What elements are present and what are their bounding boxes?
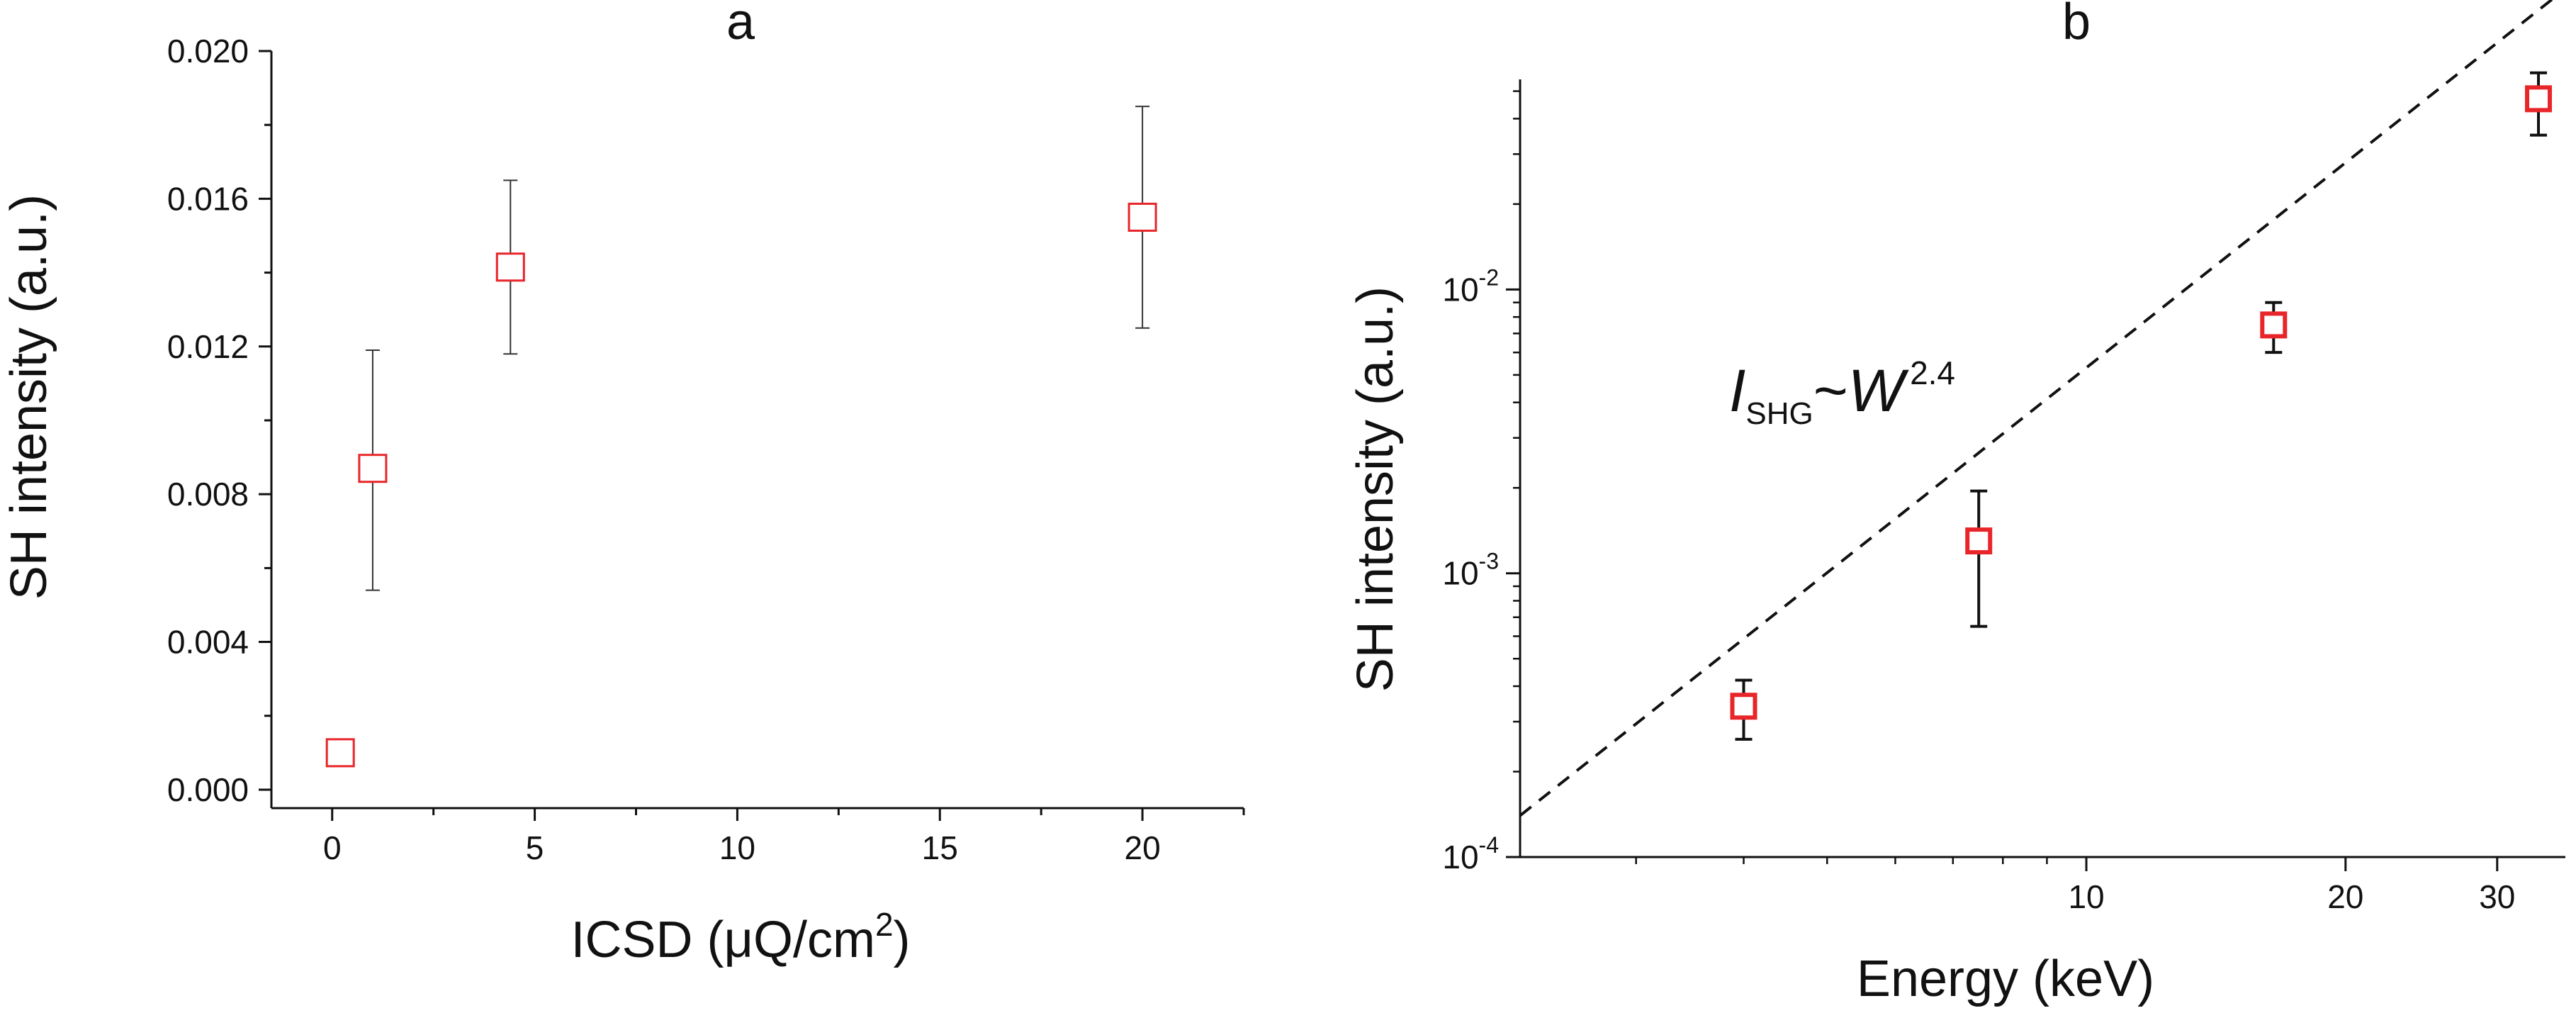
panel-a-y-ticks: 0.000 0.004 0.008 0.012 0.016 0.020 bbox=[167, 33, 271, 808]
panel-b-data-point bbox=[2260, 311, 2288, 339]
panel-a-data-points bbox=[325, 106, 1157, 768]
panel-b-data-point bbox=[2525, 85, 2553, 113]
panel-b-fit-line bbox=[1519, 0, 2554, 817]
panel-b-data-point bbox=[1965, 527, 1993, 555]
panel-a-x-axis-label: ICSD (μQ/cm2) bbox=[570, 906, 910, 968]
panel-a-x-axis-label-sup: 2 bbox=[875, 906, 894, 943]
panel-b-y-axis-label: SH intensity (a.u.) bbox=[1347, 286, 1404, 692]
panel-a-y-tick-label: 0.016 bbox=[167, 180, 249, 217]
panel-a-x-ticks: 0 5 10 15 20 bbox=[323, 808, 1245, 866]
panel-a-data-point bbox=[1127, 202, 1157, 232]
panel-b-x-tick-label: 20 bbox=[2327, 878, 2363, 915]
panel-b-data-points bbox=[1730, 71, 2553, 741]
panel-a-x-tick-label: 5 bbox=[526, 829, 544, 866]
panel-b-x-ticks: 10 20 30 bbox=[1635, 857, 2515, 915]
panel-a-y-tick-label: 0.004 bbox=[167, 624, 249, 661]
panel-a-label: a bbox=[726, 0, 755, 50]
panel-a-y-tick-label: 0.008 bbox=[167, 476, 249, 513]
panel-b-label: b bbox=[2062, 0, 2091, 50]
panel-a-data-point bbox=[325, 738, 355, 768]
panel-a-axes bbox=[270, 51, 1244, 810]
panel-b-y-tick-label: 10-2 bbox=[1442, 264, 1499, 308]
panel-b-axes bbox=[1519, 79, 2565, 858]
panel-b: b 10-4 10-3 10-2 10 20 30 ISHG~W 2.4 Energy (… bbox=[1347, 0, 2565, 1007]
panel-a: a 0.000 0.004 0.008 0.012 0.016 0.020 0 5 10 15 2… bbox=[1, 0, 1245, 968]
panel-b-x-tick-label: 30 bbox=[2479, 878, 2515, 915]
panel-a-y-axis-label: SH intensity (a.u.) bbox=[1, 194, 57, 600]
panel-b-x-tick-label: 10 bbox=[2068, 878, 2104, 915]
panel-b-annotation: ISHG~W 2.4 bbox=[1729, 354, 1955, 431]
panel-b-data-point bbox=[1730, 693, 1757, 720]
panel-b-y-tick-label: 10-3 bbox=[1442, 549, 1499, 592]
panel-b-y-tick-label: 10-4 bbox=[1442, 832, 1499, 875]
panel-a-x-tick-label: 15 bbox=[922, 829, 958, 866]
panel-b-fit-line-path bbox=[1519, 0, 2554, 817]
panel-a-y-tick-label: 0.012 bbox=[167, 328, 249, 365]
panel-a-y-tick-label: 0.020 bbox=[167, 33, 249, 69]
panel-a-x-tick-label: 10 bbox=[719, 829, 755, 866]
panel-a-y-tick-label: 0.000 bbox=[167, 771, 249, 808]
panel-b-y-ticks: 10-4 10-3 10-2 bbox=[1442, 90, 1520, 875]
panel-a-x-tick-label: 20 bbox=[1124, 829, 1160, 866]
panel-a-data-point bbox=[495, 252, 525, 282]
panel-a-data-point bbox=[358, 454, 388, 483]
panel-b-x-axis-label: Energy (keV) bbox=[1857, 951, 2154, 1007]
panel-a-x-tick-label: 0 bbox=[323, 829, 342, 866]
